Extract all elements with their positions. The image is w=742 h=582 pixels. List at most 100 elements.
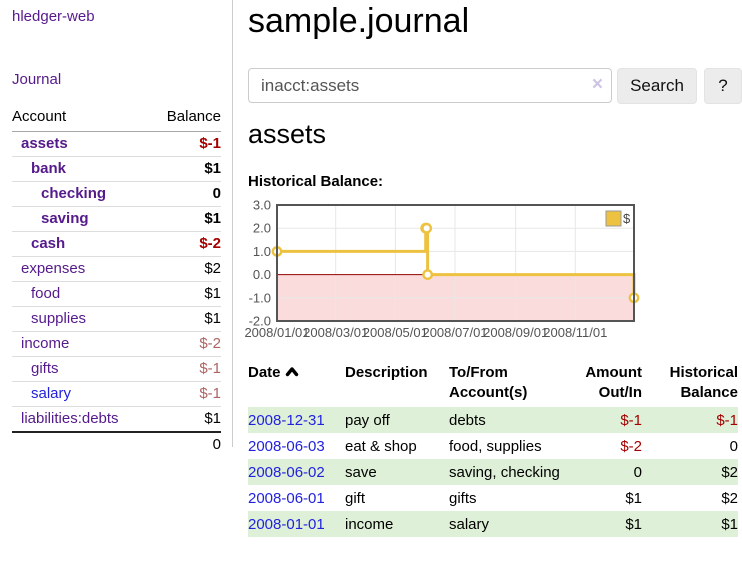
balance-column-header: Balance	[166, 108, 221, 125]
sidebar-account-link[interactable]: liabilities:debts	[21, 410, 119, 427]
transaction-date-link[interactable]: 2008-06-03	[248, 438, 325, 455]
transaction-date-link[interactable]: 2008-01-01	[248, 516, 325, 533]
y-axis-tick-label: -1.0	[249, 290, 271, 305]
legend-swatch	[605, 210, 622, 227]
transaction-accounts: debts	[449, 412, 486, 429]
account-balance: $-1	[199, 135, 221, 152]
sidebar-account-link[interactable]: income	[21, 335, 70, 352]
transaction-row: 2008-06-03 eat & shop food, supplies $-2 0	[248, 433, 738, 459]
account-balance: $1	[204, 160, 221, 177]
account-balance: $1	[204, 310, 221, 327]
sidebar-account-row: liabilities:debts $1	[12, 407, 221, 431]
sidebar-account-link[interactable]: checking	[41, 185, 107, 202]
register-header-row: Date Description To/From Account(s) Amou…	[248, 360, 738, 407]
sidebar-account-link[interactable]: bank	[31, 160, 67, 177]
chart-canvas: $3.0 2.0 1.0 0.0 -1.0 -2.02008/01/012008/03/0…	[244, 198, 640, 340]
account-balance: $2	[204, 260, 221, 277]
sidebar-account-link[interactable]: gifts	[31, 360, 59, 377]
y-axis-tick-label: 0.0	[253, 267, 271, 282]
page-title: sample.journal	[248, 2, 470, 40]
sidebar-account-row: assets $-1	[12, 132, 221, 157]
search-button[interactable]: Search	[617, 68, 697, 104]
transaction-balance: 0	[729, 438, 738, 455]
transaction-accounts: food, supplies	[449, 438, 542, 455]
y-axis-tick-label: 2.0	[253, 221, 271, 236]
historical-balance-chart: $3.0 2.0 1.0 0.0 -1.0 -2.0 2008/01/01 2008/03/0…	[243, 198, 643, 344]
account-balance: $1	[204, 285, 221, 302]
transaction-description: save	[345, 464, 377, 481]
transaction-balance: $-1	[716, 412, 738, 429]
search-input[interactable]	[248, 68, 612, 103]
transaction-date-link[interactable]: 2008-12-31	[248, 412, 325, 429]
account-balance: $1	[204, 410, 221, 427]
sidebar-account-row: gifts $-1	[12, 357, 221, 382]
transaction-description: gift	[345, 490, 366, 507]
sidebar-account-row: income $-2	[12, 332, 221, 357]
help-button[interactable]: ?	[704, 68, 742, 104]
legend-label: $	[623, 211, 631, 226]
y-axis-tick-label: -2.0	[249, 314, 271, 329]
transaction-row: 2008-12-31 pay off debts $-1 $-1	[248, 407, 738, 433]
sidebar-account-link[interactable]: food	[31, 285, 61, 302]
search-bar: × Search ?	[248, 68, 742, 104]
transaction-accounts: gifts	[449, 490, 477, 507]
register-table: Date Description To/From Account(s) Amou…	[248, 360, 738, 537]
date-header-label: Date	[248, 364, 281, 381]
sidebar-account-row: expenses $2	[12, 257, 221, 282]
x-axis-tick-label: 2008/11/01	[543, 325, 607, 340]
x-axis-tick-label: 2008/03/01	[303, 325, 368, 340]
transaction-balance: $1	[721, 516, 738, 533]
account-column-header: Account	[12, 108, 67, 125]
transaction-balance: $2	[721, 490, 738, 507]
transaction-balance: $2	[721, 464, 738, 481]
sidebar-account-link[interactable]: cash	[31, 235, 66, 252]
transaction-amount: 0	[633, 464, 642, 481]
transaction-amount: $1	[625, 516, 642, 533]
account-table-header: Account Balance	[12, 104, 221, 132]
sidebar-account-row: bank $1	[12, 157, 221, 182]
account-balance: $-2	[199, 335, 221, 352]
transaction-amount: $-2	[620, 438, 642, 455]
sidebar-item-journal[interactable]: Journal	[12, 71, 62, 88]
y-axis-tick-label: 3.0	[253, 198, 271, 213]
plot-border	[276, 204, 635, 322]
column-header-balance: Historical Balance	[669, 364, 738, 401]
column-header-date[interactable]: Date	[248, 360, 345, 407]
transaction-row: 2008-06-01 gift gifts $1 $2	[248, 485, 738, 511]
transaction-date-link[interactable]: 2008-06-01	[248, 490, 325, 507]
transaction-date-link[interactable]: 2008-06-02	[248, 464, 325, 481]
sidebar-account-row: supplies $1	[12, 307, 221, 332]
account-balance-table: Account Balance assets $-1 bank $1 checking 0…	[12, 104, 221, 456]
transaction-amount: $1	[625, 490, 642, 507]
column-header-description: Description	[345, 364, 428, 381]
sidebar-account-row: checking 0	[12, 182, 221, 207]
sort-ascending-icon	[285, 363, 299, 383]
transaction-description: income	[345, 516, 394, 533]
transaction-row: 2008-01-01 income salary $1 $1	[248, 511, 738, 537]
transaction-accounts: salary	[449, 516, 490, 533]
account-heading: assets	[248, 119, 327, 149]
sidebar-account-row: saving $1	[12, 207, 221, 232]
data-point-marker	[422, 269, 434, 281]
sidebar-account-link[interactable]: assets	[21, 135, 68, 152]
data-point-marker	[421, 222, 433, 234]
account-balance: $-2	[199, 235, 221, 252]
account-balance: $-1	[199, 360, 221, 377]
app-title-link[interactable]: hledger-web	[12, 8, 95, 25]
account-table-total-row: 0	[12, 431, 221, 456]
y-axis-tick-label: 1.0	[253, 244, 271, 259]
x-axis-tick-label: 2008/07/01	[422, 325, 487, 340]
transaction-row: 2008-06-02 save saving, checking 0 $2	[248, 459, 738, 485]
account-balance: $-1	[199, 385, 221, 402]
transaction-description: pay off	[345, 412, 390, 429]
sidebar-account-row: food $1	[12, 282, 221, 307]
x-axis-tick-label: 2008/09/01	[483, 325, 548, 340]
sidebar-account-row: cash $-2	[12, 232, 221, 257]
sidebar-account-link[interactable]: supplies	[31, 310, 87, 327]
total-balance: 0	[212, 436, 221, 453]
sidebar-account-link[interactable]: salary	[31, 385, 72, 402]
sidebar-account-link[interactable]: saving	[41, 210, 89, 227]
sidebar-account-link[interactable]: expenses	[21, 260, 86, 277]
clear-search-icon[interactable]: ×	[591, 74, 603, 95]
x-axis-tick-label: 2008/01/01	[244, 325, 309, 340]
